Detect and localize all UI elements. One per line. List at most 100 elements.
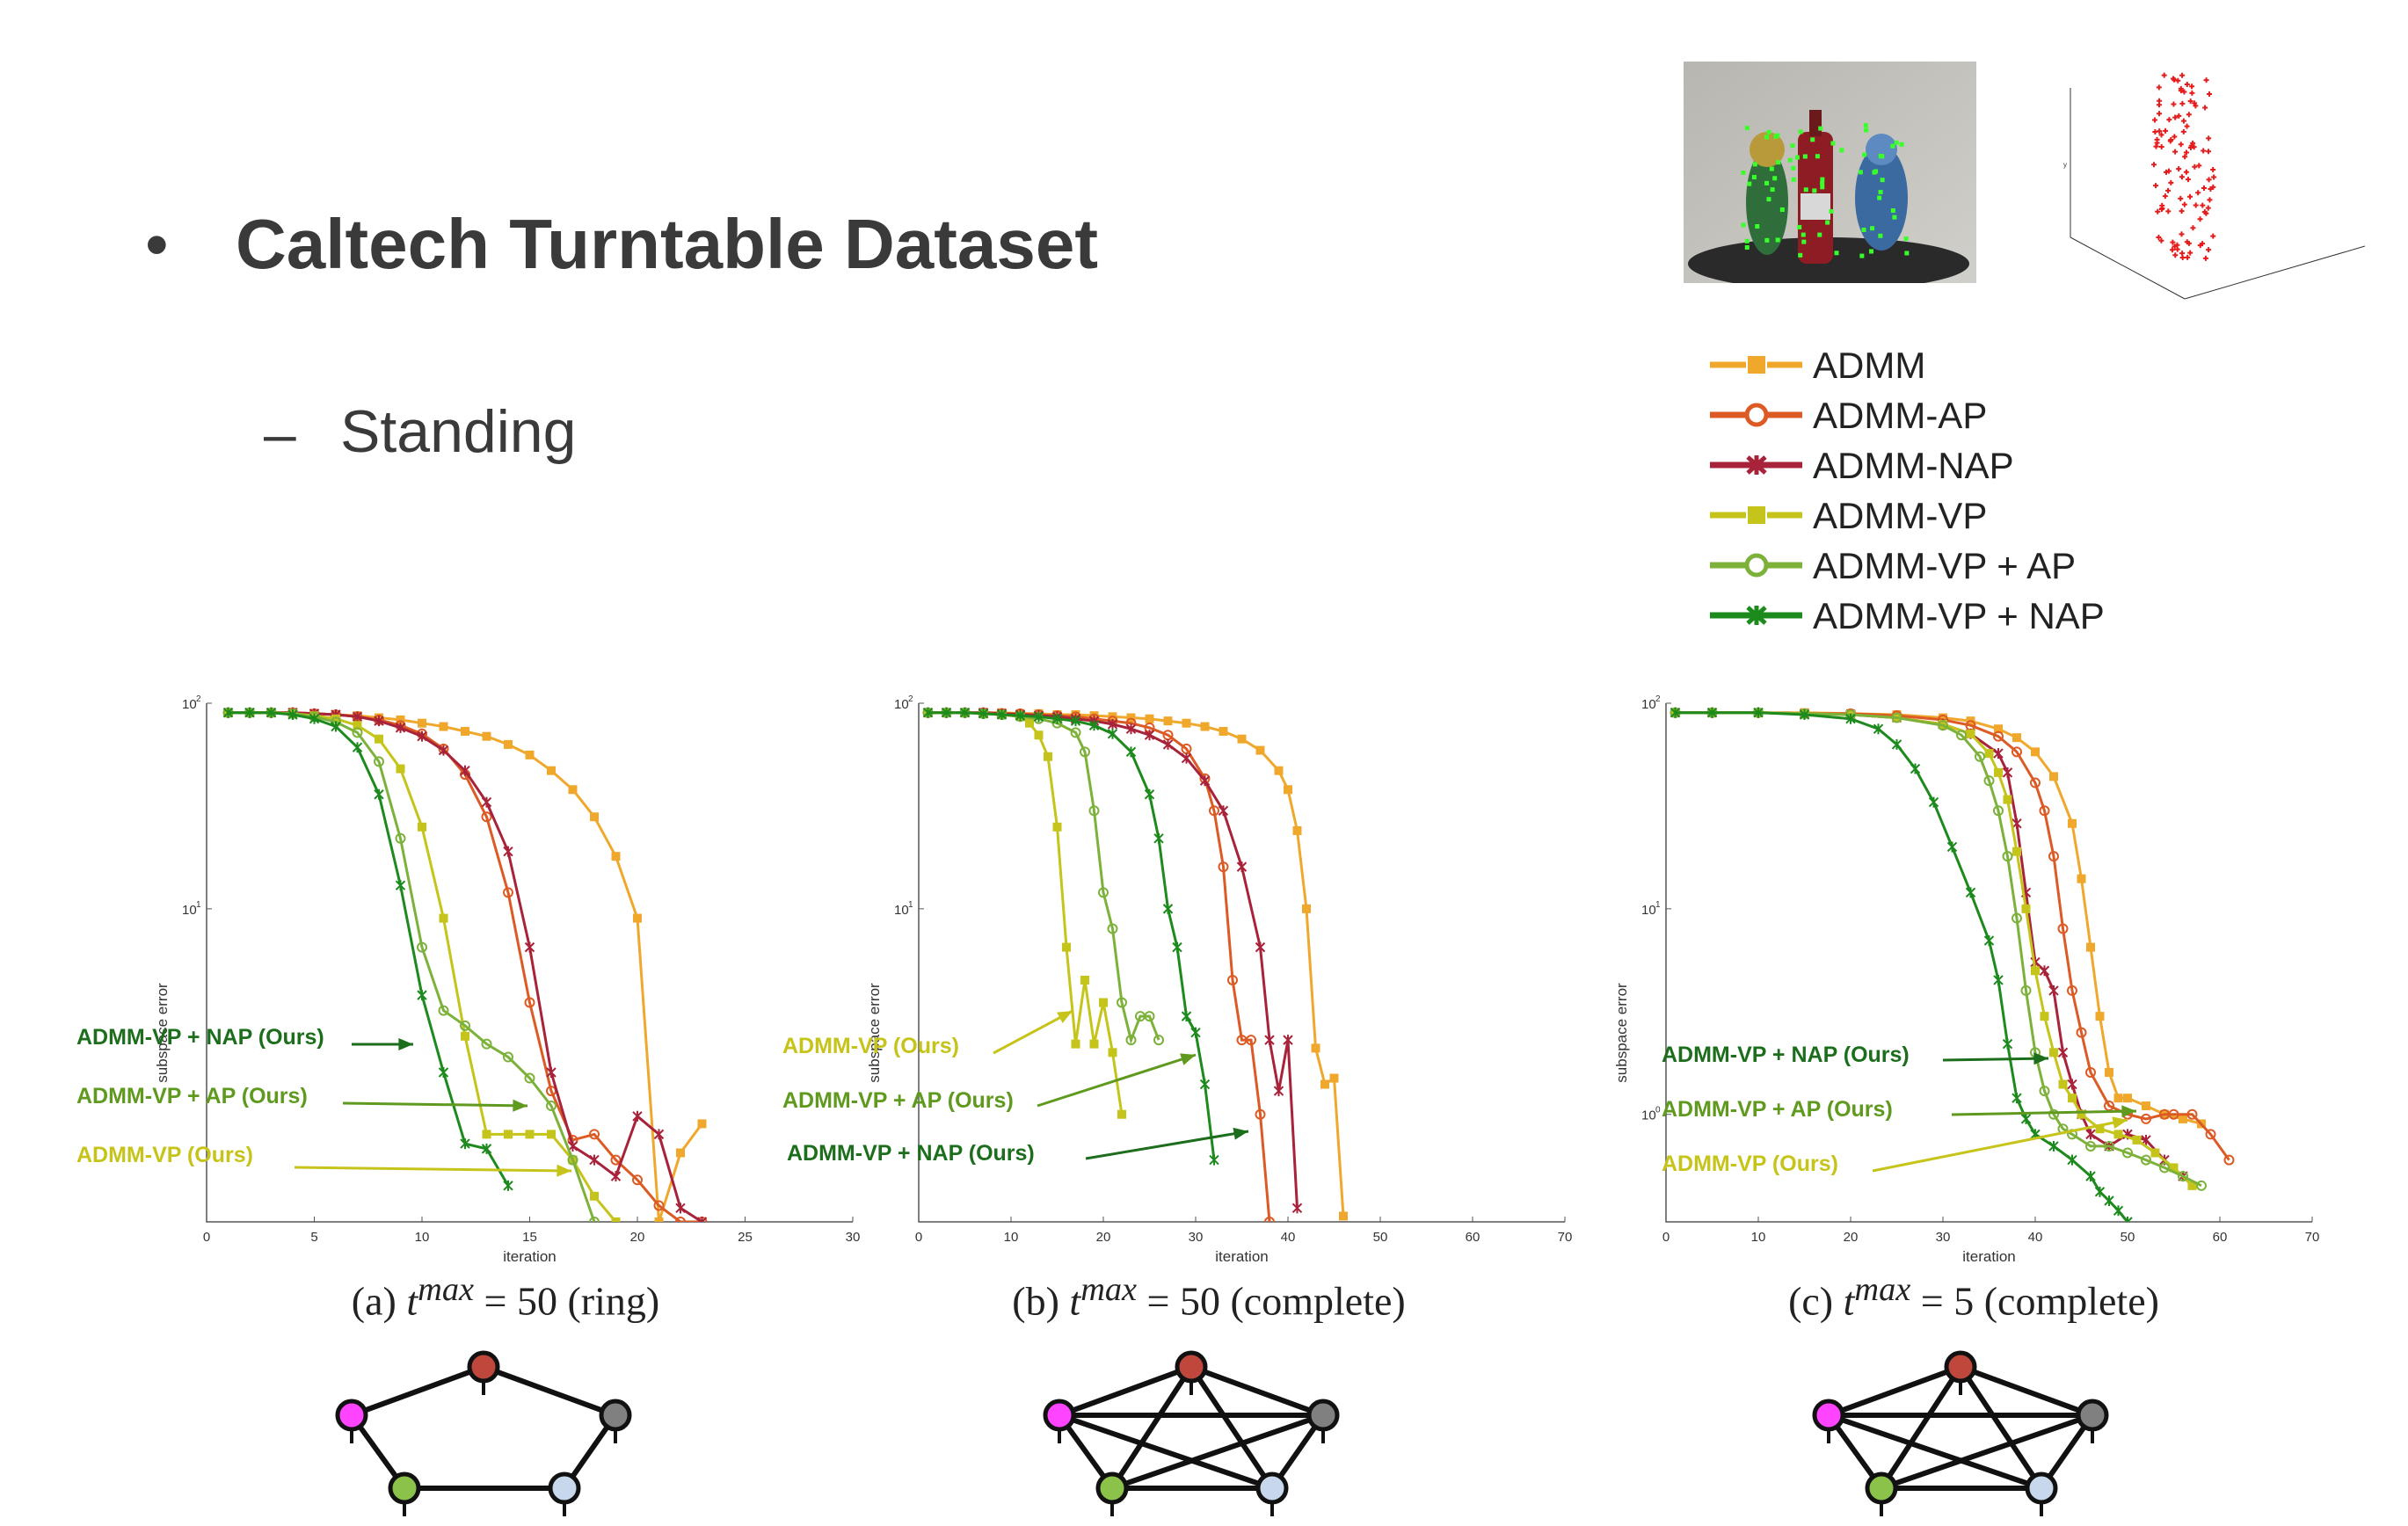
x-tick-label: 70	[1558, 1230, 1573, 1245]
data-point	[1975, 751, 1985, 762]
data-point	[547, 1130, 556, 1139]
data-point	[959, 707, 971, 718]
data-point	[1984, 749, 1994, 759]
x-axis-label: iteration	[1215, 1248, 1268, 1265]
data-point	[1938, 720, 1948, 731]
data-point	[481, 1038, 492, 1050]
data-point	[2048, 985, 2059, 996]
y-tick-exponent: 1	[908, 900, 913, 910]
graph-node	[1043, 1399, 1076, 1432]
data-point	[675, 1203, 686, 1214]
annotation-arrow	[342, 1101, 528, 1108]
data-point	[2039, 1086, 2050, 1097]
graph-edge	[350, 1364, 485, 1418]
data-point	[1237, 734, 1247, 744]
graph-edge	[1111, 1413, 1324, 1491]
data-point	[2039, 965, 2050, 977]
data-point	[546, 1101, 557, 1112]
data-point	[2205, 1129, 2216, 1140]
data-point	[353, 721, 362, 730]
y-axis-label: subspace error	[154, 983, 171, 1083]
data-point	[2178, 1171, 2188, 1182]
legend-label: ADMM	[1813, 345, 1925, 386]
data-point	[2067, 1079, 2077, 1090]
legend-label: ADMM-VP + AP	[1813, 545, 2076, 586]
data-point	[2159, 1162, 2170, 1174]
data-point	[352, 711, 363, 723]
data-point	[567, 1154, 578, 1166]
data-point	[1255, 745, 1265, 755]
data-point	[1993, 748, 2004, 759]
data-point	[1200, 722, 1210, 731]
annotation-label: ADMM-VP + NAP (Ours)	[787, 1141, 1035, 1166]
data-point	[1098, 887, 1109, 898]
annotation-arrow	[1037, 1053, 1197, 1108]
data-point	[2002, 1038, 2013, 1050]
data-point	[2105, 1067, 2113, 1077]
data-point	[331, 714, 340, 723]
data-point	[1051, 713, 1063, 724]
data-point	[2086, 942, 2095, 952]
data-point	[1799, 708, 1810, 720]
graph-node	[1255, 1472, 1289, 1505]
data-point	[1329, 1073, 1339, 1083]
data-point	[1983, 935, 1995, 947]
x-tick-label: 0	[915, 1230, 922, 1245]
data-point	[2141, 1154, 2151, 1166]
data-point	[287, 708, 298, 720]
data-point	[2122, 1147, 2133, 1159]
data-point	[2048, 851, 2059, 862]
x-tick-label: 40	[2028, 1230, 2043, 1245]
data-point	[1089, 711, 1099, 721]
x-tick-label: 5	[310, 1230, 317, 1245]
data-point	[1117, 1109, 1126, 1119]
data-point	[1994, 724, 2003, 734]
data-point	[676, 1148, 685, 1158]
data-point	[244, 707, 255, 718]
data-point	[438, 745, 449, 756]
y-tick-exponent: 1	[1655, 900, 1661, 910]
data-point	[460, 1020, 470, 1031]
y-axis-label: subspace error	[1613, 983, 1630, 1083]
series-line	[228, 711, 596, 1222]
data-point	[1283, 1035, 1293, 1046]
data-point	[352, 727, 363, 738]
data-point	[632, 1174, 643, 1186]
data-point	[1071, 1039, 1080, 1049]
data-point	[1099, 998, 1108, 1007]
x-tick-label: 0	[203, 1230, 210, 1245]
data-point	[2020, 985, 2032, 996]
data-point	[1311, 1043, 1320, 1053]
data-point	[503, 1051, 513, 1063]
data-point	[503, 1180, 513, 1191]
data-point	[2168, 1108, 2179, 1120]
data-point	[1236, 861, 1248, 873]
data-point	[2058, 1079, 2068, 1089]
data-point	[1163, 716, 1173, 726]
data-point	[2095, 1012, 2105, 1021]
data-point	[417, 730, 427, 742]
data-point	[1199, 1079, 1211, 1090]
data-point	[2104, 1140, 2114, 1152]
data-point	[1219, 726, 1228, 736]
data-point	[1172, 941, 1182, 953]
x-tick-label: 50	[1373, 1230, 1388, 1245]
data-point	[1125, 746, 1137, 758]
data-point	[2142, 1101, 2150, 1111]
data-point	[1162, 738, 1174, 750]
data-point	[438, 1066, 449, 1078]
series-line	[928, 711, 1216, 1160]
data-point	[2040, 1012, 2049, 1021]
data-point	[633, 913, 642, 923]
bullet-dot: •	[145, 207, 169, 282]
data-point	[439, 913, 448, 923]
data-point	[2186, 1108, 2198, 1120]
data-point	[503, 887, 513, 898]
data-point	[1144, 730, 1155, 741]
data-point	[2132, 1135, 2142, 1144]
graph-node	[2025, 1472, 2058, 1505]
data-point	[2049, 1048, 2058, 1057]
data-point	[2031, 747, 2040, 757]
data-point	[2012, 912, 2022, 924]
